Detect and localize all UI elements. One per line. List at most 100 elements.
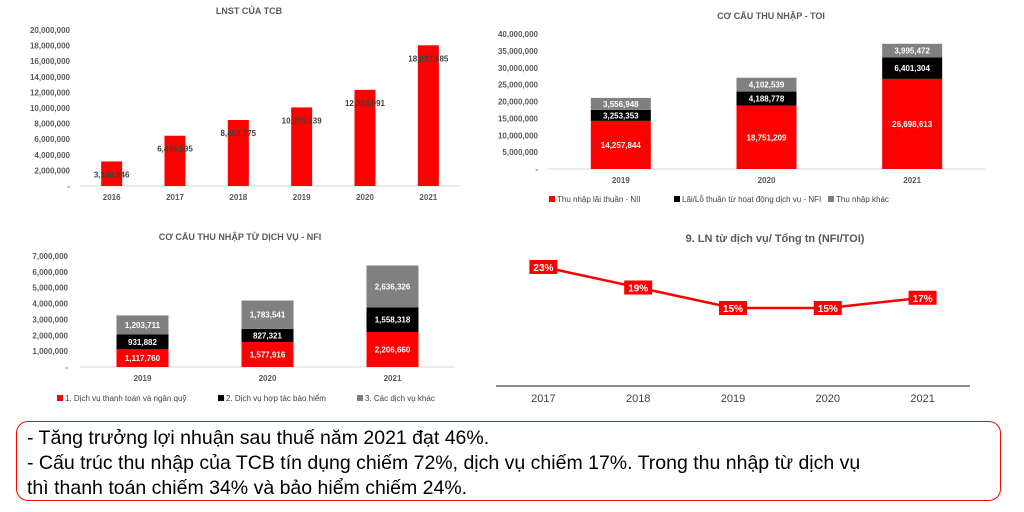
legend-label: Thu nhập khác [836,195,889,204]
x-tick-label: 2019 [612,176,630,185]
data-label: 6,445,595 [157,145,193,154]
lnst-chart-panel: LNST CỦA TCB - 2,000,000 4,000,000 6,000,000… [0,0,480,215]
legend-swatch [218,395,224,401]
data-label: 1,783,541 [250,311,286,320]
chart-title: LNST CỦA TCB [216,5,283,16]
chart-title: CƠ CẤU THU NHẬP TỪ DỊCH VỤ - NFI [159,231,321,242]
lnst-chart: LNST CỦA TCB - 2,000,000 4,000,000 6,000,000… [30,5,460,202]
data-label: 18,037,685 [408,54,449,63]
bar-segment [736,91,797,106]
toi-chart-panel: CƠ CẤU THU NHẬP - TOI - 5,000,000 10,000,00… [480,0,1024,215]
note-line-1: - Tăng trưởng lợi nhuận sau thuế năm 202… [27,427,490,449]
data-label: 26,698,613 [892,120,933,129]
data-label: 827,321 [253,331,282,340]
note-line-3: thì thanh toán chiếm 34% và bảo hiểm chi… [27,477,468,499]
data-label: 2,206,660 [375,346,411,355]
data-label: 931,882 [128,338,157,347]
data-label: 8,462,775 [221,129,257,138]
data-label: 4,188,778 [749,95,785,104]
x-tick-label: 2017 [166,193,184,202]
data-label: 23% [533,263,553,274]
x-tick-label: 2017 [531,393,555,405]
bar-segment [736,77,797,92]
x-tick-label: 2019 [293,193,311,202]
data-label: 1,577,916 [250,350,286,359]
x-tick-label: 2020 [758,176,776,185]
data-label: 1,117,760 [125,354,161,363]
bar [417,45,439,186]
x-tick-label: 2018 [229,193,247,202]
bar-segment [241,328,294,342]
bar-segment [116,349,169,367]
legend-swatch [357,395,363,401]
bar [164,135,186,186]
chart-title: 9. LN từ dịch vụ/ Tổng tn (NFI/TOI) [686,233,865,245]
y-tick-label: 3,000,000 [32,315,68,324]
bar [291,107,313,186]
legend-swatch [57,395,63,401]
bar [354,89,376,186]
data-label: 18,751,209 [746,133,787,142]
data-label: 14,257,844 [601,141,642,150]
bar-segment [116,334,169,350]
legend-label: 1. Dịch vụ thanh toán và ngân quỹ [65,394,186,403]
x-tick-label: 2019 [721,393,745,405]
legend-swatch [828,196,834,202]
bar-segment [590,120,651,169]
data-label: 6,401,304 [894,64,930,73]
y-tick-label: 10,000,000 [498,131,539,140]
data-label-box [908,290,937,305]
data-label: 1,203,711 [125,321,161,330]
y-tick-label: 18,000,000 [30,42,71,51]
y-tick-label: 5,000,000 [32,284,68,293]
x-tick-label: 2020 [816,393,840,405]
bar-segment [366,332,419,367]
legend-label: Thu nhập lãi thuần - NII [557,195,641,204]
legend-swatch [674,196,680,202]
ratio-chart: 9. LN từ dịch vụ/ Tổng tn (NFI/TOI) 2017 2… [496,233,970,405]
x-tick-label: 2021 [419,193,437,202]
bar [101,161,123,186]
data-label: 10,075,139 [282,116,323,125]
y-tick-label: 2,000,000 [32,331,68,340]
legend-label: 3. Các dịch vụ khác [365,394,435,403]
y-tick-label: 20,000,000 [498,98,539,107]
chart-title: CƠ CẤU THU NHẬP - TOI [717,10,825,21]
y-tick-label: 25,000,000 [498,81,539,90]
y-tick-label: 20,000,000 [30,26,71,35]
data-label: 2,636,326 [375,282,411,291]
data-label: 19% [628,284,648,295]
data-label: 15% [818,304,838,315]
y-tick-label: 5,000,000 [502,148,538,157]
y-tick-label: 1,000,000 [32,347,68,356]
x-tick-label: 2021 [384,374,402,383]
bar-segment [116,315,169,335]
y-tick-label: 7,000,000 [32,252,68,261]
data-label-box [624,280,653,295]
x-tick-label: 2016 [103,193,121,202]
y-tick-label: 30,000,000 [498,64,539,73]
y-tick-label: - [67,182,70,191]
data-label: 3,995,472 [894,47,930,56]
y-tick-label: 8,000,000 [34,120,70,129]
ratio-chart-panel: 9. LN từ dịch vụ/ Tổng tn (NFI/TOI) 2017 2… [480,220,1024,415]
data-label-box [719,301,747,315]
y-tick-label: 12,000,000 [30,88,71,97]
y-tick-label: 6,000,000 [32,268,68,277]
note-line-2: - Cấu trúc thu nhập của TCB tín dụng chi… [27,452,861,474]
legend-label: Lãi/Lỗ thuần từ hoạt động dịch vụ - NFI [682,195,821,204]
y-tick-label: 16,000,000 [30,57,71,66]
y-tick-label: - [535,165,538,174]
data-label: 15% [723,304,743,315]
nfi-chart-panel: CƠ CẤU THU NHẬP TỪ DỊCH VỤ - NFI - 1,000,0… [0,225,480,415]
y-tick-label: 15,000,000 [498,114,539,123]
data-label: 3,556,948 [603,100,639,109]
data-label: 4,102,539 [749,81,785,90]
bar-segment [366,265,419,308]
legend-label: 2. Dịch vụ hợp tác bảo hiểm [226,394,326,403]
y-tick-label: 2,000,000 [34,166,70,175]
y-tick-label: 10,000,000 [30,104,71,113]
bar-segment [882,78,943,169]
x-tick-label: 2018 [626,393,650,405]
bar-segment [882,57,943,79]
